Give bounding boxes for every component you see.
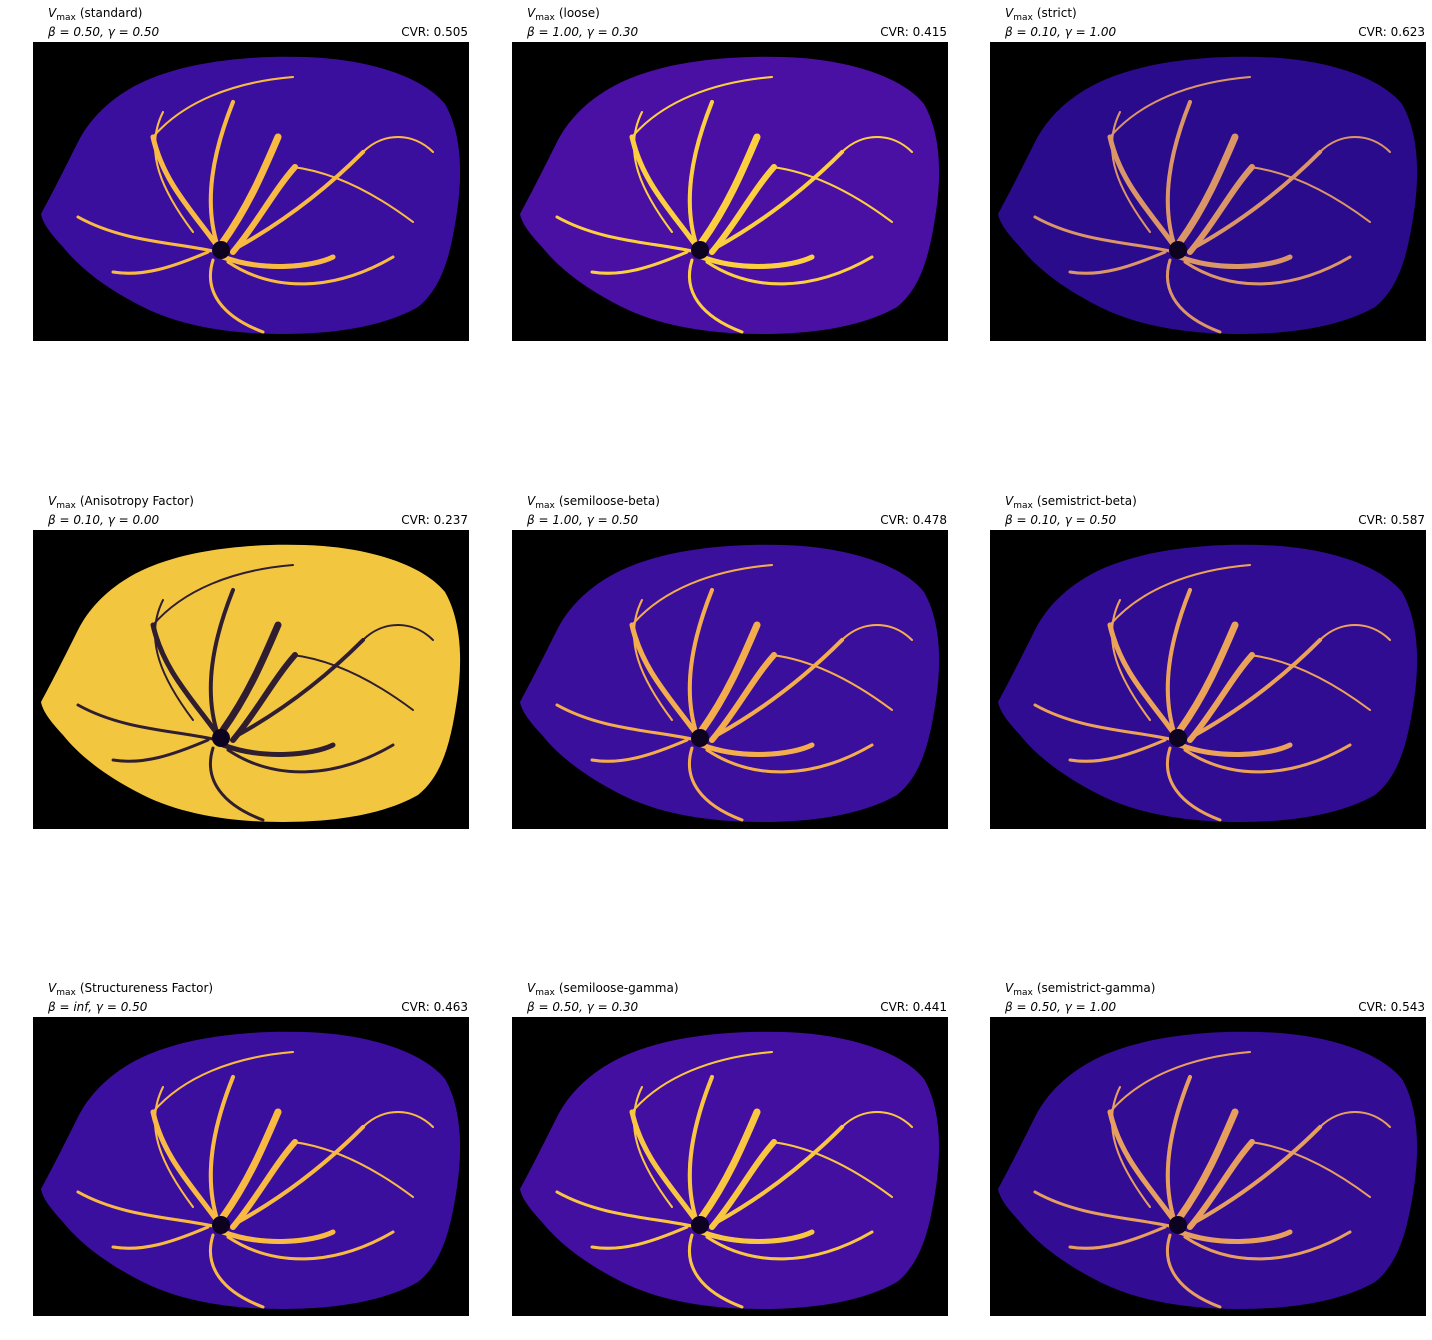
- panel-cvr: CVR: 0.441: [880, 1000, 947, 1014]
- panel-title: Vmax (loose): [527, 6, 600, 23]
- panel-cvr: CVR: 0.623: [1358, 25, 1425, 39]
- panel-cvr: CVR: 0.505: [401, 25, 468, 39]
- panel-cvr: CVR: 0.543: [1358, 1000, 1425, 1014]
- title-label: (strict): [1037, 6, 1077, 20]
- panel-image: [990, 1017, 1426, 1316]
- title-label: (semistrict-gamma): [1037, 981, 1156, 995]
- panel-params: β = 1.00, γ = 0.30: [526, 25, 639, 39]
- title-label: (standard): [80, 6, 143, 20]
- panel-params: β = 0.10, γ = 0.50: [1004, 513, 1117, 527]
- title-symbol: V: [527, 6, 536, 20]
- panel-cvr: CVR: 0.463: [401, 1000, 468, 1014]
- panel-params: β = 0.50, γ = 1.00: [1004, 1000, 1117, 1014]
- panel-params: β = 0.10, γ = 1.00: [1004, 25, 1117, 39]
- panel-params: β = 0.10, γ = 0.00: [47, 513, 160, 527]
- panel: Vmax (loose) β = 1.00, γ = 0.30 CVR: 0.415: [512, 6, 948, 341]
- panel: Vmax (semistrict-beta) β = 0.10, γ = 0.50 C…: [990, 494, 1426, 829]
- optic-hub: [691, 729, 709, 747]
- title-symbol: V: [48, 494, 57, 508]
- title-symbol: V: [527, 494, 536, 508]
- optic-hub: [212, 729, 230, 747]
- title-label: (loose): [559, 6, 600, 20]
- panel-cvr: CVR: 0.237: [401, 513, 468, 527]
- title-label: (Structureness Factor): [80, 981, 213, 995]
- panel: Vmax (Structureness Factor) β = inf, γ = 0…: [33, 981, 469, 1316]
- title-symbol: V: [1005, 6, 1014, 20]
- title-symbol: V: [1005, 981, 1014, 995]
- panel: Vmax (semistrict-gamma) β = 0.50, γ = 1.00…: [990, 981, 1426, 1316]
- panel-image: [33, 42, 469, 341]
- panel-title: Vmax (strict): [1005, 6, 1077, 23]
- optic-hub: [1169, 241, 1187, 259]
- panel-title: Vmax (semiloose-beta): [527, 494, 660, 511]
- panel-image: [512, 1017, 948, 1316]
- optic-hub: [1169, 1216, 1187, 1234]
- title-label: (semistrict-beta): [1037, 494, 1137, 508]
- optic-hub: [1169, 729, 1187, 747]
- optic-hub: [212, 1216, 230, 1234]
- title-symbol: V: [1005, 494, 1014, 508]
- panel-cvr: CVR: 0.415: [880, 25, 947, 39]
- title-symbol: V: [527, 981, 536, 995]
- panel-params: β = 0.50, γ = 0.30: [526, 1000, 639, 1014]
- title-subscript: max: [56, 988, 76, 998]
- panel-image: [990, 530, 1426, 829]
- title-subscript: max: [535, 988, 555, 998]
- panel: Vmax (semiloose-gamma) β = 0.50, γ = 0.30 C…: [512, 981, 948, 1316]
- panel-title: Vmax (Structureness Factor): [48, 981, 213, 998]
- optic-hub: [691, 241, 709, 259]
- optic-hub: [691, 1216, 709, 1234]
- title-subscript: max: [1013, 13, 1033, 23]
- title-subscript: max: [535, 501, 555, 511]
- panel: Vmax (semiloose-beta) β = 1.00, γ = 0.50 CV…: [512, 494, 948, 829]
- title-symbol: V: [48, 6, 57, 20]
- panel-params: β = 1.00, γ = 0.50: [526, 513, 639, 527]
- panel-title: Vmax (semistrict-gamma): [1005, 981, 1155, 998]
- panel-title: Vmax (semistrict-beta): [1005, 494, 1137, 511]
- panel-params: β = 0.50, γ = 0.50: [47, 25, 160, 39]
- panel-image: [33, 530, 469, 829]
- panel-title: Vmax (standard): [48, 6, 142, 23]
- panel-cvr: CVR: 0.478: [880, 513, 947, 527]
- title-subscript: max: [535, 13, 555, 23]
- title-subscript: max: [1013, 988, 1033, 998]
- panel: Vmax (standard) β = 0.50, γ = 0.50 CVR: 0.5…: [33, 6, 469, 341]
- panel-title: Vmax (Anisotropy Factor): [48, 494, 194, 511]
- panel-cvr: CVR: 0.587: [1358, 513, 1425, 527]
- panel-image: [512, 530, 948, 829]
- panel-image: [33, 1017, 469, 1316]
- panel-image: [990, 42, 1426, 341]
- panel: Vmax (Anisotropy Factor) β = 0.10, γ = 0.0…: [33, 494, 469, 829]
- title-subscript: max: [56, 13, 76, 23]
- title-subscript: max: [1013, 501, 1033, 511]
- title-symbol: V: [48, 981, 57, 995]
- panel: Vmax (strict) β = 0.10, γ = 1.00 CVR: 0.623: [990, 6, 1426, 341]
- panel-image: [512, 42, 948, 341]
- optic-hub: [212, 241, 230, 259]
- panel-params: β = inf, γ = 0.50: [47, 1000, 148, 1014]
- title-label: (semiloose-beta): [559, 494, 660, 508]
- panel-title: Vmax (semiloose-gamma): [527, 981, 679, 998]
- title-subscript: max: [56, 501, 76, 511]
- title-label: (Anisotropy Factor): [80, 494, 194, 508]
- title-label: (semiloose-gamma): [559, 981, 679, 995]
